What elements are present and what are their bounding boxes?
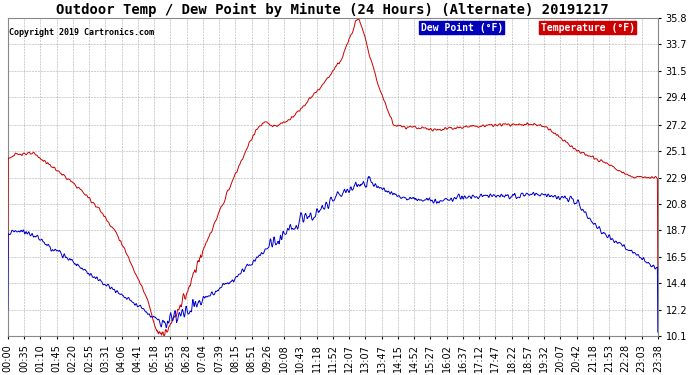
Title: Outdoor Temp / Dew Point by Minute (24 Hours) (Alternate) 20191217: Outdoor Temp / Dew Point by Minute (24 H… bbox=[57, 3, 609, 17]
Text: Copyright 2019 Cartronics.com: Copyright 2019 Cartronics.com bbox=[9, 28, 154, 37]
Text: Dew Point (°F): Dew Point (°F) bbox=[421, 23, 503, 33]
Text: Temperature (°F): Temperature (°F) bbox=[541, 23, 635, 33]
